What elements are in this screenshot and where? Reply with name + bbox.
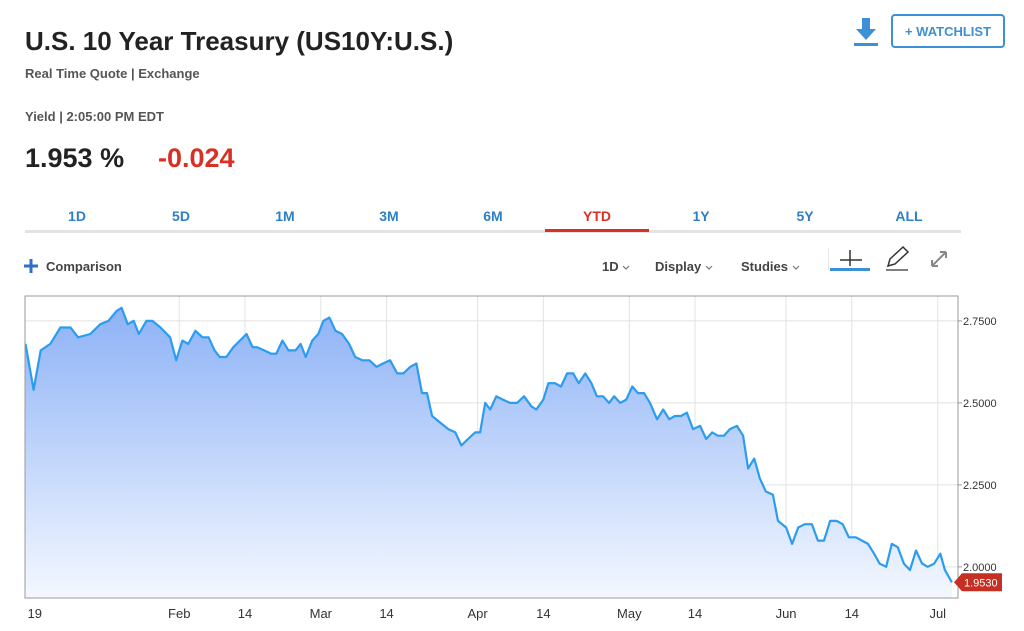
- download-icon[interactable]: [852, 16, 880, 48]
- plus-icon[interactable]: [24, 259, 38, 273]
- display[interactable]: Display: [655, 259, 713, 274]
- x-tick-label: 14: [845, 606, 859, 621]
- x-tick-label: Mar: [310, 606, 333, 621]
- tab[interactable]: ALL: [895, 208, 923, 224]
- watchlist-button[interactable]: + WATCHLIST: [891, 14, 1005, 48]
- y-tick-label: 2.7500: [963, 316, 997, 328]
- comparison[interactable]: Comparison: [46, 259, 122, 274]
- y-tick-label: 2.5000: [963, 398, 997, 410]
- price: 1.953 %: [25, 143, 124, 174]
- tab[interactable]: 6M: [483, 208, 503, 224]
- x-tick-label: 19: [28, 606, 42, 621]
- x-tick-label: Jul: [929, 606, 946, 621]
- tab-active-line: [545, 229, 649, 232]
- interval-text: 1D: [602, 259, 619, 274]
- change: -0.024: [158, 143, 235, 173]
- tab[interactable]: 5D: [172, 208, 190, 224]
- title: U.S. 10 Year Treasury (US10Y:U.S.): [25, 26, 454, 56]
- chevron: [705, 265, 713, 270]
- chevron: [622, 265, 630, 270]
- price-value: 1.953: [25, 143, 93, 173]
- x-tick-label: Jun: [776, 606, 797, 621]
- tab[interactable]: 1M: [275, 208, 295, 224]
- yield-label: Yield | 2:05:00 PM EDT: [25, 109, 164, 124]
- tab[interactable]: 5Y: [796, 208, 814, 224]
- last-value-flag: [954, 573, 1002, 592]
- x-tick-label: 14: [688, 606, 702, 621]
- line: [24, 306, 953, 583]
- area: [25, 307, 952, 598]
- subtitle: Real Time Quote | Exchange: [25, 66, 200, 81]
- tab-line: [25, 230, 961, 233]
- x-tick-label: Feb: [168, 606, 190, 621]
- tab[interactable]: 1Y: [692, 208, 710, 224]
- chart-tools[interactable]: [828, 244, 958, 274]
- studies-text: Studies: [741, 259, 788, 274]
- x-tick-label: 14: [238, 606, 252, 621]
- y-tick-label: 2.0000: [963, 562, 997, 574]
- x-tick-label: 14: [536, 606, 550, 621]
- tab[interactable]: 3M: [379, 208, 399, 224]
- y-tick-label: 2.2500: [963, 480, 997, 492]
- x-tick-label: 14: [379, 606, 393, 621]
- studies[interactable]: Studies: [741, 259, 800, 274]
- last-value-label: 1.9530: [964, 577, 998, 589]
- plot-frame: [24, 295, 959, 599]
- price-unit: %: [100, 143, 125, 173]
- chevron: [792, 265, 800, 270]
- x-tick-label: May: [617, 606, 642, 621]
- interval[interactable]: 1D: [602, 259, 630, 274]
- x-tick-label: Apr: [467, 606, 488, 621]
- display-text: Display: [655, 259, 702, 274]
- tab[interactable]: YTD: [583, 208, 611, 224]
- tab[interactable]: 1D: [68, 208, 86, 224]
